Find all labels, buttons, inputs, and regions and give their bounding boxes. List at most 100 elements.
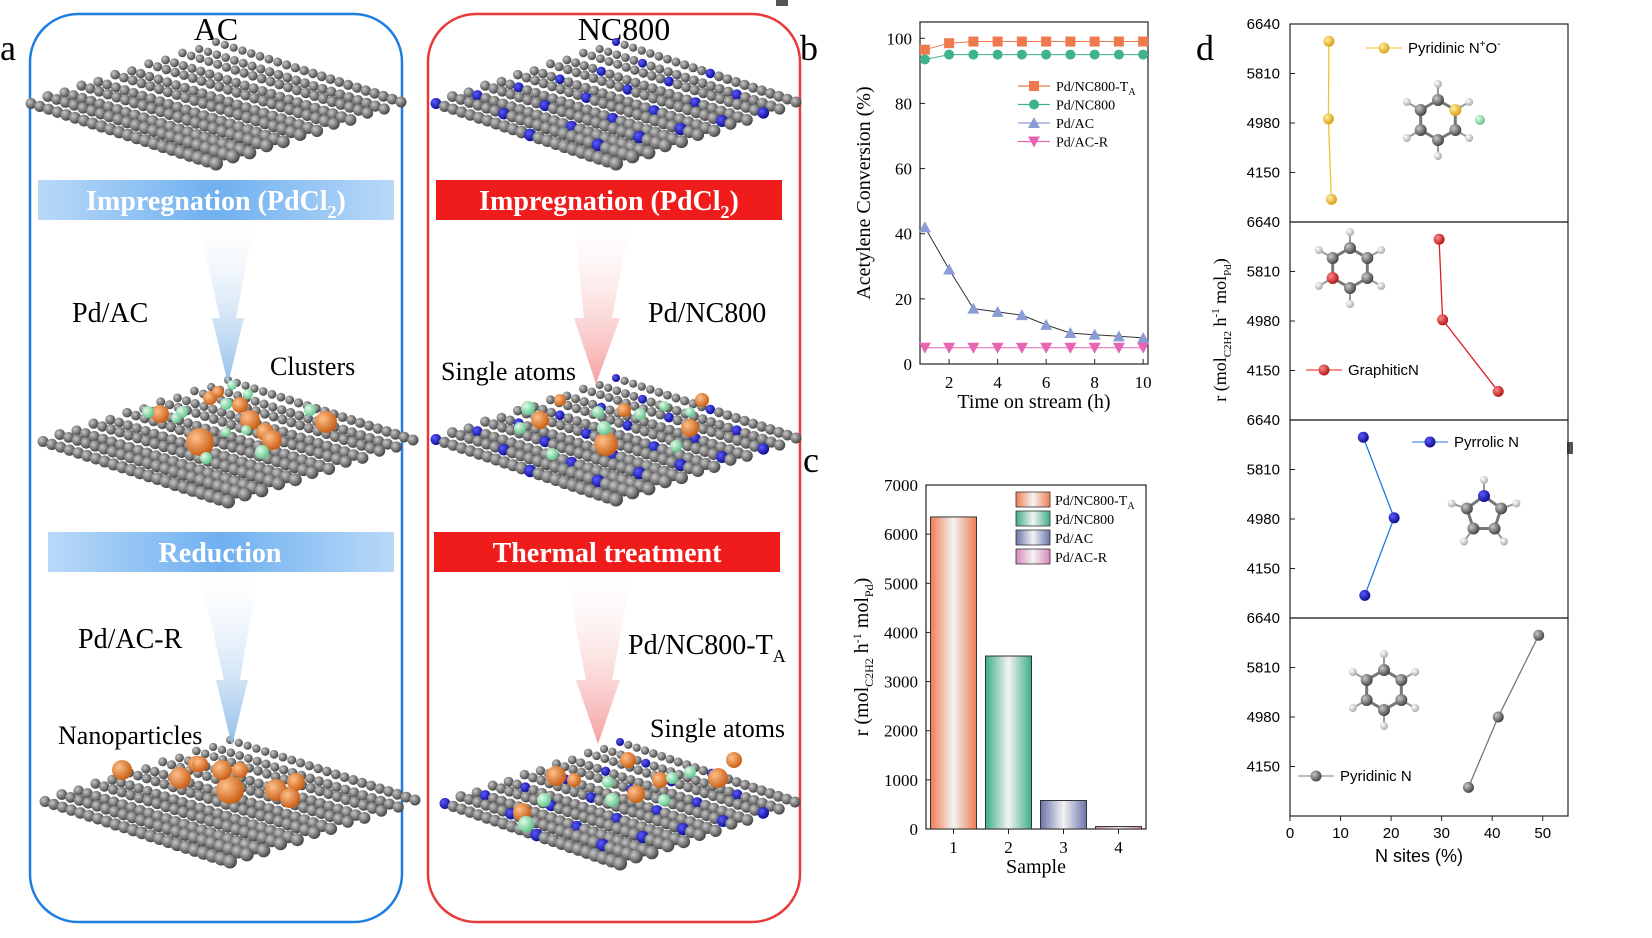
carbon-atom [249, 105, 261, 117]
carbon-atom [285, 395, 295, 405]
carbon-atom [757, 97, 768, 109]
carbon-atom [547, 417, 558, 428]
pd-ac-r-label: Pd/AC-R [78, 624, 183, 655]
carbon-atom [546, 71, 557, 82]
carbon-atom [295, 420, 306, 431]
carbon-atom [563, 413, 574, 424]
cl-atom [227, 380, 237, 390]
carbon-atom [495, 783, 507, 794]
carbon-atom [291, 84, 303, 96]
carbon-atom [614, 429, 626, 441]
y-tick-label: 60 [895, 160, 912, 179]
carbon-atom [547, 429, 559, 441]
carbon-atom [683, 782, 694, 793]
nitrogen-atom [472, 426, 483, 437]
carbon-atom [326, 96, 338, 107]
carbon-atom [358, 799, 370, 811]
bar [1040, 799, 1087, 830]
carbon-atom [222, 84, 234, 95]
carbon-atom [267, 110, 279, 123]
carbon-atom [186, 799, 198, 812]
panel-label-d: d [1196, 28, 1214, 68]
carbon-atom [59, 96, 71, 108]
carbon-atom [346, 427, 358, 439]
carbon-atom [639, 89, 651, 101]
carbon-atom [697, 78, 708, 89]
carbon-atom [254, 800, 266, 812]
carbon-atom [617, 772, 628, 782]
carbon-atom [529, 794, 540, 806]
carbon-atom [116, 786, 128, 798]
carbon-atom [625, 485, 640, 500]
carbon-atom [597, 76, 607, 86]
carbon-atom [765, 100, 777, 112]
carbon-atom [447, 800, 459, 813]
data-point [1112, 342, 1125, 354]
ring-atom [1478, 490, 1490, 502]
carbon-atom [244, 446, 257, 459]
carbon-atom [107, 774, 118, 785]
left-reduction-banner [48, 532, 394, 572]
legend-swatch [1015, 548, 1051, 565]
carbon-atom [593, 785, 604, 796]
carbon-atom [250, 396, 260, 406]
legend-label: Pd/NC800-TA [1055, 494, 1135, 512]
carbon-atom [614, 417, 625, 428]
carbon-atom [667, 798, 679, 810]
carbon-atom [304, 435, 316, 447]
pd-atom [169, 767, 191, 789]
carbon-atom [181, 396, 191, 406]
carbon-atom [588, 73, 599, 83]
carbon-atom [504, 786, 515, 797]
carbon-atom [605, 78, 616, 89]
carbon-atom [645, 845, 659, 860]
hydrogen-atom [1314, 246, 1323, 254]
carbon-atom [654, 51, 664, 61]
carbon-atom [513, 405, 523, 416]
carbon-atom [110, 69, 120, 80]
hydrogen-atom [1348, 668, 1357, 676]
subplot-frame [1289, 419, 1569, 619]
carbon-atom [774, 439, 786, 451]
carbon-atom [496, 76, 507, 87]
legend-marker [1029, 81, 1039, 91]
carbon-atom [343, 79, 354, 90]
carbon-atom [521, 72, 532, 83]
carbon-atom [310, 124, 324, 137]
carbon-atom [604, 57, 614, 66]
carbon-atom [334, 89, 346, 100]
carbon-atom [344, 101, 356, 113]
carbon-atom [265, 76, 276, 87]
carbon-atom [57, 801, 69, 813]
carbon-atom [571, 394, 580, 404]
carbon-atom [725, 817, 738, 830]
carbon-atom [260, 409, 270, 419]
hydrogen-atom [1402, 134, 1411, 142]
data-point [1065, 36, 1076, 47]
carbon-atom [145, 81, 156, 92]
carbon-atom [656, 86, 667, 97]
nitrogen-atom [612, 38, 620, 46]
carbon-atom [439, 436, 451, 448]
carbon-atom [327, 117, 340, 130]
carbon-atom [116, 777, 127, 788]
nitrogen-atom [430, 434, 442, 445]
series-line [924, 41, 1144, 51]
data-point [1088, 328, 1101, 340]
pd-atom [280, 788, 300, 808]
carbon-atom [155, 105, 167, 118]
carbon-atom [673, 91, 684, 103]
ring-atom [1449, 124, 1462, 136]
x-tick-label: 2 [945, 373, 954, 392]
carbon-atom [604, 383, 613, 392]
carbon-atom [90, 790, 102, 802]
carbon-atom [261, 759, 271, 769]
data-point [918, 342, 931, 354]
ring-atom [1361, 272, 1374, 284]
carbon-atom [723, 86, 734, 98]
carbon-atom [230, 56, 239, 65]
carbon-atom [731, 777, 742, 787]
carbon-atom [608, 747, 617, 756]
carbon-atom [600, 744, 609, 754]
carbon-atom [579, 397, 589, 407]
